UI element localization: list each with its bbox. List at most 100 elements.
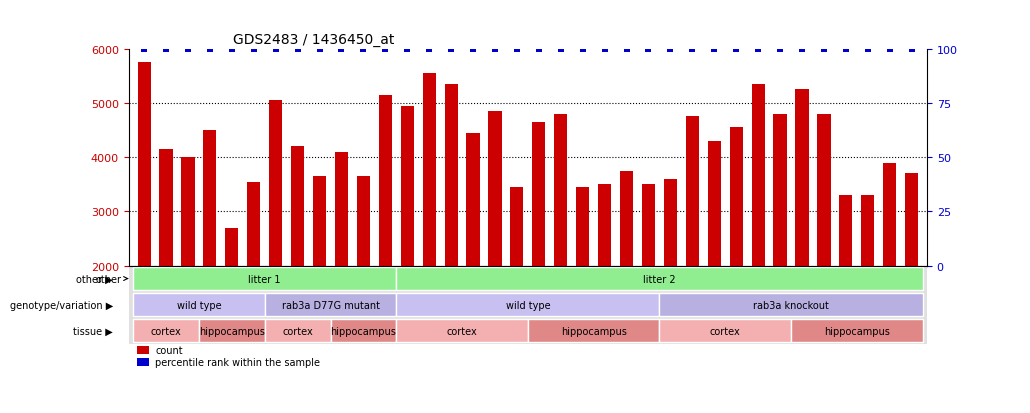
Point <box>837 46 854 53</box>
Text: hippocampus: hippocampus <box>824 326 890 336</box>
Bar <box>620 171 633 374</box>
Point <box>750 46 766 53</box>
Bar <box>774 114 787 374</box>
Point <box>224 46 240 53</box>
Bar <box>791 319 923 342</box>
Bar <box>510 188 523 374</box>
Point <box>816 46 832 53</box>
Bar <box>839 196 853 374</box>
Bar <box>226 228 238 374</box>
Text: rab3a knockout: rab3a knockout <box>753 300 829 310</box>
Bar <box>160 150 173 374</box>
Bar <box>133 293 265 316</box>
Bar <box>527 319 659 342</box>
Point <box>530 46 547 53</box>
Text: cortex: cortex <box>150 326 181 336</box>
Bar <box>137 346 148 354</box>
Bar <box>133 319 199 342</box>
Point <box>728 46 745 53</box>
Bar <box>291 147 304 374</box>
Point <box>399 46 415 53</box>
Bar <box>598 185 611 374</box>
Bar <box>861 196 874 374</box>
Bar <box>137 358 148 366</box>
Bar <box>379 95 391 374</box>
Point <box>487 46 504 53</box>
Bar <box>795 90 809 374</box>
Point <box>575 46 591 53</box>
Point <box>641 46 657 53</box>
Point <box>552 46 569 53</box>
Bar <box>247 182 261 374</box>
Text: percentile rank within the sample: percentile rank within the sample <box>156 357 320 367</box>
Bar <box>488 112 502 374</box>
Point <box>443 46 459 53</box>
Point <box>882 46 898 53</box>
Point <box>179 46 196 53</box>
Point <box>509 46 525 53</box>
Bar <box>576 188 589 374</box>
Text: wild type: wild type <box>176 300 221 310</box>
Point <box>355 46 372 53</box>
Point <box>245 46 262 53</box>
Bar <box>331 319 397 342</box>
Point <box>662 46 679 53</box>
Point <box>289 46 306 53</box>
Point <box>421 46 438 53</box>
Text: hippocampus: hippocampus <box>331 326 397 336</box>
Bar <box>659 293 923 316</box>
Text: litter 1: litter 1 <box>248 274 281 284</box>
Bar <box>905 174 918 374</box>
Bar <box>818 114 830 374</box>
Point <box>202 46 218 53</box>
Text: litter 2: litter 2 <box>643 274 676 284</box>
Bar <box>664 179 677 374</box>
Bar <box>533 123 546 374</box>
Text: wild type: wild type <box>506 300 550 310</box>
Bar <box>313 177 327 374</box>
Bar <box>397 293 659 316</box>
Bar <box>752 85 764 374</box>
Text: hippocampus: hippocampus <box>199 326 265 336</box>
Bar <box>729 128 743 374</box>
Bar <box>138 63 150 374</box>
Bar <box>445 85 457 374</box>
Text: cortex: cortex <box>710 326 741 336</box>
Bar <box>467 133 480 374</box>
Point <box>771 46 788 53</box>
Text: count: count <box>156 345 182 355</box>
Text: other: other <box>96 274 128 284</box>
Bar <box>397 267 923 291</box>
Bar <box>708 142 721 374</box>
Bar <box>356 177 370 374</box>
Point <box>465 46 481 53</box>
Text: genotype/variation ▶: genotype/variation ▶ <box>9 300 112 310</box>
Bar <box>181 158 195 374</box>
Bar <box>422 74 436 374</box>
Point <box>596 46 613 53</box>
Text: hippocampus: hippocampus <box>560 326 626 336</box>
Bar <box>401 106 414 374</box>
Bar <box>203 131 216 374</box>
Point <box>794 46 811 53</box>
Text: GDS2483 / 1436450_at: GDS2483 / 1436450_at <box>233 33 393 47</box>
Point <box>136 46 152 53</box>
Point <box>706 46 722 53</box>
Point <box>158 46 174 53</box>
Bar <box>199 319 265 342</box>
Point <box>684 46 700 53</box>
Text: cortex: cortex <box>282 326 313 336</box>
Point <box>860 46 877 53</box>
Point <box>311 46 328 53</box>
Bar <box>265 293 397 316</box>
Bar <box>659 319 791 342</box>
Point <box>377 46 393 53</box>
Bar <box>269 101 282 374</box>
Bar <box>335 152 348 374</box>
Point <box>903 46 920 53</box>
Text: rab3a D77G mutant: rab3a D77G mutant <box>281 300 379 310</box>
Bar <box>265 319 331 342</box>
Text: other ▶: other ▶ <box>76 274 112 284</box>
Point <box>334 46 350 53</box>
Bar <box>397 319 527 342</box>
